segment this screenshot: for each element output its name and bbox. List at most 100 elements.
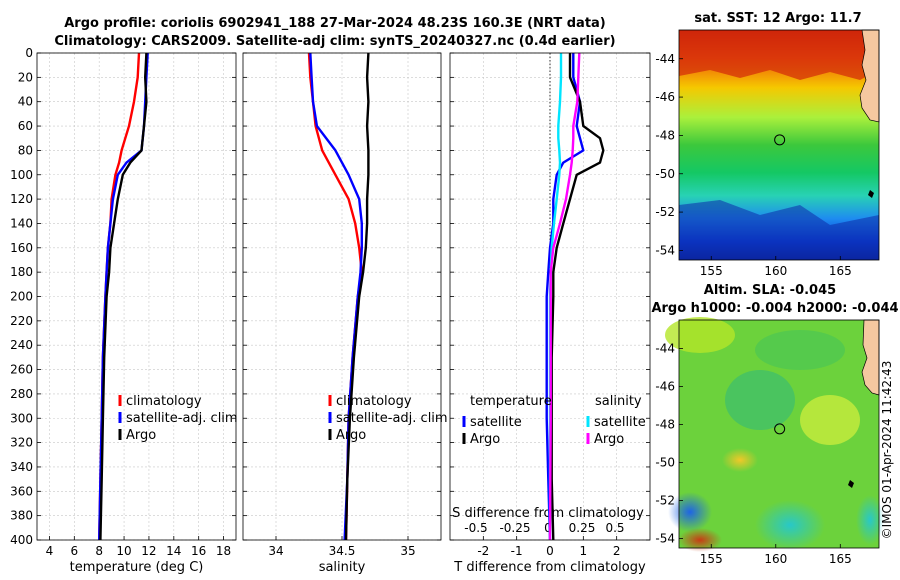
lat-tick-label: -48 xyxy=(655,128,675,142)
legend-title-temperature: temperature xyxy=(470,394,552,409)
sla-patch xyxy=(722,448,758,472)
legend-label: climatology xyxy=(126,394,202,409)
sla-island xyxy=(848,480,854,488)
x-tick-label: 1 xyxy=(580,544,588,558)
sla-patch xyxy=(856,495,884,545)
sla-map-title-line1: Altim. SLA: -0.045 xyxy=(704,283,836,298)
sla-patch xyxy=(800,395,860,445)
sla-patch xyxy=(755,330,845,370)
depth-tick-label: 100 xyxy=(10,168,33,182)
depth-tick-label: 260 xyxy=(10,363,33,377)
x-axis-label: salinity xyxy=(319,560,366,575)
title-line1: Argo profile: coriolis 6902941_188 27-Ma… xyxy=(64,16,606,31)
sla-patch xyxy=(755,500,825,550)
sst-cold-band xyxy=(679,200,879,260)
legend-title-salinity: salinity xyxy=(595,394,642,409)
x-tick-label: 6 xyxy=(70,544,78,558)
lat-tick-label: -44 xyxy=(655,52,675,66)
depth-tick-label: 240 xyxy=(10,338,33,352)
lat-tick-label: -54 xyxy=(655,532,675,546)
lon-tick-label: 160 xyxy=(764,552,787,566)
sst-map: sat. SST: 12 Argo: 11.7 155 160 165 -44 -46 -… xyxy=(655,11,880,278)
depth-tick-label: 20 xyxy=(18,70,33,84)
lat-tick-label: -50 xyxy=(655,456,675,470)
sla-map: Altim. SLA: -0.045 Argo h1000: -0.004 h2… xyxy=(651,283,898,566)
sla-patch xyxy=(678,528,722,552)
depth-tick-label: 60 xyxy=(18,119,33,133)
plot-frame xyxy=(242,52,442,541)
depth-tick-label: 40 xyxy=(18,95,33,109)
lat-tick-label: -46 xyxy=(655,90,675,104)
s-tick-label: 0.5 xyxy=(605,521,624,535)
sst-warm-band xyxy=(679,30,879,80)
credit-text: ©IMOS 01-Apr-2024 11:42:43 xyxy=(880,361,894,540)
plot-frame xyxy=(449,52,651,541)
series-line-satellite-temperature- xyxy=(545,53,585,541)
difference-panel: -2 -1 0 1 2-0.5 -0.25 0 0.25 0.5S difference fro… xyxy=(449,52,651,575)
depth-tick-label: 140 xyxy=(10,216,33,230)
s-tick-label: 0 xyxy=(544,521,552,535)
depth-tick-label: 220 xyxy=(10,314,33,328)
lat-tick-label: -50 xyxy=(655,167,675,181)
sla-patch xyxy=(725,370,795,430)
sla-map-title-line2: Argo h1000: -0.004 h2000: -0.044 xyxy=(651,301,898,316)
lon-tick-label: 155 xyxy=(700,264,723,278)
title-line2: Climatology: CARS2009. Satellite-adj cli… xyxy=(54,34,615,49)
sst-map-title: sat. SST: 12 Argo: 11.7 xyxy=(694,11,861,26)
series-line-argo xyxy=(344,52,370,541)
s-tick-label: -0.5 xyxy=(464,521,487,535)
depth-tick-label: 360 xyxy=(10,484,33,498)
lat-tick-label: -52 xyxy=(655,205,675,219)
sst-map-frame xyxy=(678,29,880,261)
s-tick-label: 0.25 xyxy=(569,521,596,535)
depth-tick-label: 200 xyxy=(10,290,33,304)
lon-tick-label: 165 xyxy=(829,552,852,566)
x-axis-label: temperature (deg C) xyxy=(70,560,204,575)
legend-label: Argo xyxy=(470,432,500,447)
depth-tick-label: 180 xyxy=(10,265,33,279)
lon-tick-label: 160 xyxy=(764,264,787,278)
x-tick-label: 10 xyxy=(116,544,131,558)
sst-argo-marker xyxy=(774,134,786,146)
legend-label: Argo xyxy=(336,428,366,443)
series-line-satellite-adj-clim xyxy=(309,52,363,541)
lat-tick-label: -46 xyxy=(655,380,675,394)
legend-label: satellite-adj. clim xyxy=(126,411,238,426)
x-tick-label: -1 xyxy=(511,544,523,558)
x-tick-label: 8 xyxy=(95,544,103,558)
x-tick-label: 14 xyxy=(166,544,181,558)
sla-patch xyxy=(665,317,735,353)
x-tick-label: 4 xyxy=(46,544,54,558)
x-tick-label: 12 xyxy=(141,544,156,558)
lon-tick-label: 165 xyxy=(829,264,852,278)
depth-tick-label: 300 xyxy=(10,411,33,425)
legend-label: climatology xyxy=(336,394,412,409)
depth-tick-label: 160 xyxy=(10,241,33,255)
legend-label: Argo xyxy=(594,432,624,447)
series-line-argo xyxy=(99,52,148,541)
depth-tick-label: 400 xyxy=(10,533,33,547)
lat-tick-label: -44 xyxy=(655,342,675,356)
temperature-panel: 0 20 40 60 80 100 120 140 160 180 200 220 240 260 280 3… xyxy=(10,46,238,575)
salinity-panel: 34 34.5 35 salinity climatology satellite-adj… xyxy=(242,52,448,575)
depth-tick-label: 320 xyxy=(10,436,33,450)
x-axis-label: T difference from climatology xyxy=(453,560,646,575)
series-line-argo-salinity- xyxy=(548,52,581,541)
depth-tick-label: 0 xyxy=(25,46,33,60)
x-tick-label: 18 xyxy=(216,544,231,558)
sla-map-frame xyxy=(678,319,880,549)
depth-tick-label: 340 xyxy=(10,460,33,474)
lat-tick-label: -52 xyxy=(655,494,675,508)
lon-tick-label: 155 xyxy=(700,552,723,566)
depth-tick-label: 280 xyxy=(10,387,33,401)
x-tick-label: 34 xyxy=(268,544,283,558)
x-tick-label: 35 xyxy=(400,544,415,558)
legend-label: Argo xyxy=(126,428,156,443)
legend-label: satellite-adj. clim xyxy=(336,411,448,426)
x-tick-label: 16 xyxy=(191,544,206,558)
sst-island xyxy=(868,190,874,198)
plot-frame xyxy=(36,52,237,541)
x-tick-label: 2 xyxy=(613,544,621,558)
depth-tick-label: 80 xyxy=(18,143,33,157)
